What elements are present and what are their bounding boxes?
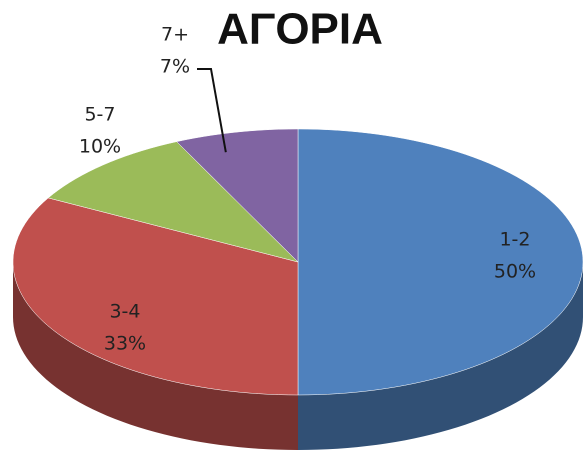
slice-label: 7+ [161, 24, 189, 46]
slice-label: 1-2 [499, 229, 530, 251]
pie-sides [13, 262, 583, 450]
pie-slice [297, 128, 584, 396]
pie-slice [12, 197, 299, 396]
pie-slice [176, 128, 299, 263]
slice-value-label: 7% [160, 56, 190, 78]
chart-title: ΑΓΟΡΙΑ [217, 5, 383, 54]
slice-value-label: 50% [494, 261, 536, 283]
slice-label: 3-4 [109, 301, 140, 323]
pie-tops [12, 128, 584, 396]
pie-side [13, 262, 298, 450]
title-bg [212, 8, 392, 54]
slice-label: 5-7 [84, 104, 115, 126]
labels: 1-2 50% 3-4 33% 5-7 10% 7+ 7% [79, 24, 536, 355]
slice-value-label: 33% [104, 333, 146, 355]
pie-side [298, 262, 583, 450]
pie-slice [47, 141, 299, 263]
leader-line [197, 68, 227, 153]
slice-value-label: 10% [79, 136, 121, 158]
